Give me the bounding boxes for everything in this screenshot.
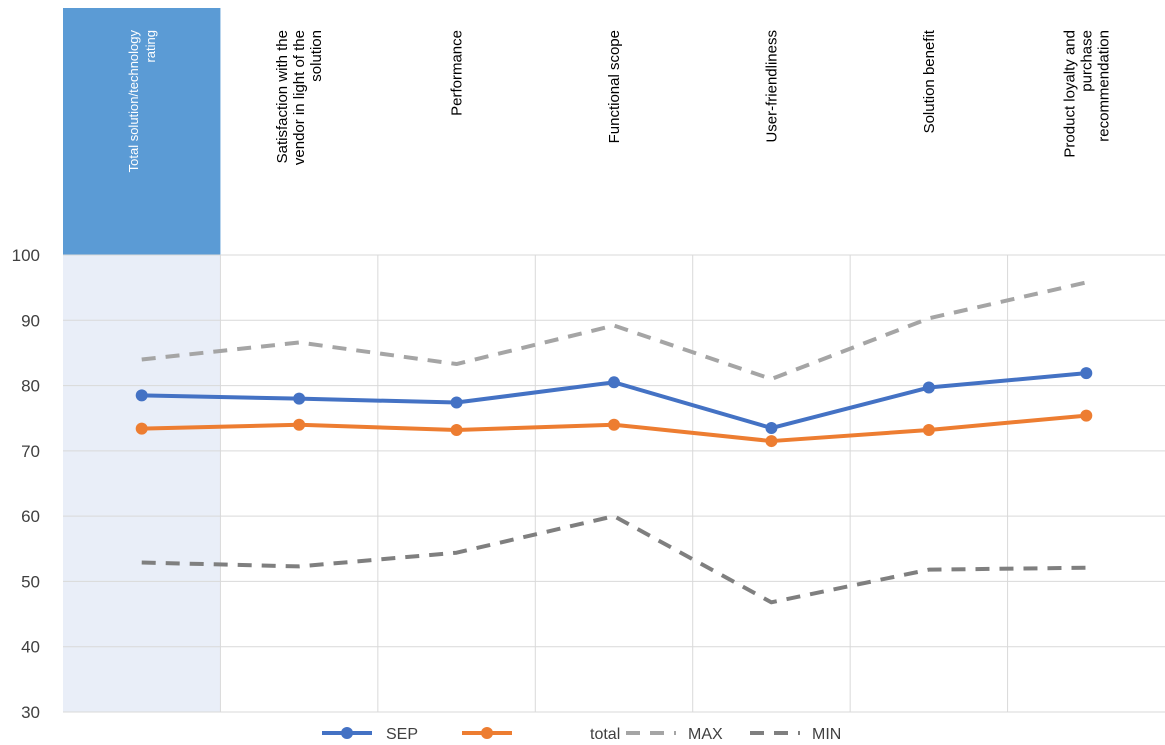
data-point-sep [293, 392, 306, 405]
category-label: Product loyalty and purchase recommendatio… [1061, 30, 1112, 158]
y-tick-label: 100 [12, 246, 40, 265]
category-label: Functional scope [606, 30, 623, 143]
legend-label: SEP [386, 726, 418, 743]
highlight-category-header [63, 8, 221, 255]
y-tick-label: 30 [21, 703, 40, 722]
category-label: Total solution/technology rating [126, 30, 158, 173]
data-point-sep [135, 389, 148, 402]
legend-label: MAX [688, 726, 723, 743]
legend-item-min: MIN [750, 726, 841, 743]
series-line-max [141, 280, 1087, 382]
legend-label: MIN [812, 726, 841, 743]
gridlines [63, 254, 1165, 713]
data-point-total [922, 423, 935, 436]
highlight-category-band [63, 255, 221, 712]
category-label-line: solution [308, 30, 325, 82]
legend-marker [481, 727, 493, 739]
x-axis-category-labels: Total solution/technology rating Satisfact… [126, 29, 1112, 172]
category-label-line: User-friendliness [763, 30, 780, 143]
data-point-sep [608, 376, 620, 389]
category-label-line: purchase [1078, 30, 1095, 92]
legend-item-total: total [462, 726, 620, 743]
y-tick-label: 80 [21, 377, 40, 396]
data-point-sep [450, 396, 463, 409]
y-tick-label: 50 [21, 572, 40, 591]
data-point-total [135, 422, 148, 435]
category-label-line: Performance [449, 30, 466, 116]
category-label-line: Solution benefit [921, 29, 938, 133]
data-point-total [450, 423, 463, 436]
category-label-line: Total solution/technology [126, 30, 141, 173]
category-label-line: Product loyalty and [1061, 30, 1078, 158]
legend-item-max: MAX [626, 726, 723, 743]
series-line-min [141, 514, 1087, 605]
category-label-line: recommendation [1095, 30, 1112, 142]
category-label: Satisfaction with the vendor in light of … [274, 30, 325, 165]
category-label: User-friendliness [763, 30, 780, 143]
data-point-sep [1080, 367, 1093, 380]
data-series [135, 280, 1093, 605]
y-tick-label: 60 [21, 507, 40, 526]
category-label-line: rating [143, 30, 158, 63]
category-label: Solution benefit [921, 29, 938, 133]
y-tick-label: 40 [21, 638, 40, 657]
legend-item-sep: SEP [322, 726, 418, 743]
category-label: Performance [449, 30, 466, 116]
legend-marker [341, 727, 353, 739]
data-point-sep [765, 422, 778, 435]
data-point-total [293, 418, 306, 431]
y-tick-label: 70 [21, 442, 40, 461]
category-label-line: Satisfaction with the [274, 30, 291, 163]
legend: SEP total MAX MIN [322, 726, 841, 743]
data-point-sep [922, 381, 935, 394]
data-point-total [608, 418, 620, 431]
data-point-total [765, 435, 778, 448]
category-label-line: Functional scope [606, 30, 623, 143]
category-label-line: vendor in light of the [291, 30, 308, 165]
y-axis-tick-labels: 30 40 50 60 70 80 90 100 [12, 246, 40, 722]
data-point-total [1080, 409, 1093, 422]
legend-label: total [590, 726, 620, 743]
y-tick-label: 90 [21, 311, 40, 330]
